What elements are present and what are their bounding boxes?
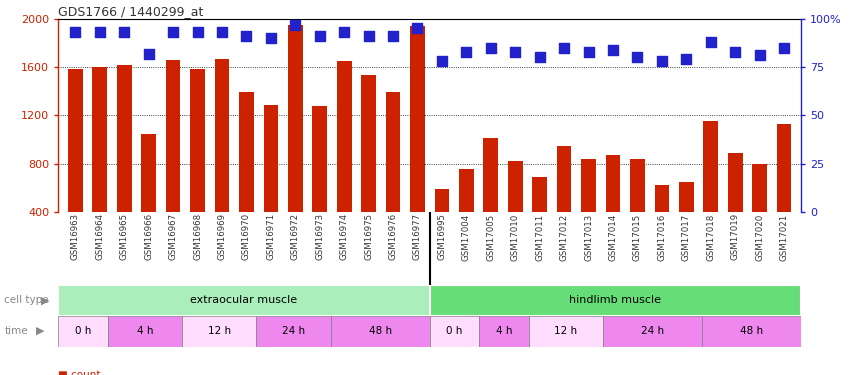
Bar <box>581 159 596 212</box>
Bar <box>430 316 479 346</box>
Bar <box>752 164 767 212</box>
Text: 12 h: 12 h <box>208 326 231 336</box>
Point <box>313 33 327 39</box>
Bar <box>58 316 108 346</box>
Point <box>240 33 253 39</box>
Point <box>68 29 82 35</box>
Point <box>191 29 205 35</box>
Bar <box>166 60 181 212</box>
Bar <box>68 69 83 212</box>
Bar <box>215 58 229 212</box>
Bar <box>556 146 572 212</box>
Text: 0 h: 0 h <box>446 326 462 336</box>
Text: 24 h: 24 h <box>641 326 664 336</box>
Bar <box>410 26 425 212</box>
Text: GDS1766 / 1440299_at: GDS1766 / 1440299_at <box>58 4 204 18</box>
Bar <box>435 189 449 212</box>
Bar <box>386 92 401 212</box>
Point <box>288 21 302 27</box>
Bar <box>288 25 303 212</box>
Point <box>631 54 645 60</box>
Bar <box>776 124 792 212</box>
Bar <box>336 61 352 212</box>
Bar <box>108 316 182 346</box>
Point <box>117 29 131 35</box>
Text: time: time <box>4 326 28 336</box>
Point <box>777 45 791 51</box>
Text: 12 h: 12 h <box>555 326 578 336</box>
Point <box>508 49 522 55</box>
Bar <box>704 121 718 212</box>
Point <box>337 29 351 35</box>
Bar <box>58 285 430 316</box>
Point <box>411 26 425 32</box>
Bar <box>330 316 430 346</box>
Bar <box>630 159 645 212</box>
Point <box>215 29 229 35</box>
Text: 48 h: 48 h <box>740 326 764 336</box>
Point <box>264 35 277 41</box>
Bar <box>529 316 603 346</box>
Point <box>557 45 571 51</box>
Point <box>166 29 180 35</box>
Text: 4 h: 4 h <box>137 326 153 336</box>
Point <box>460 49 473 55</box>
Bar <box>606 155 621 212</box>
Point <box>362 33 376 39</box>
Text: ■ count: ■ count <box>58 370 101 375</box>
Point <box>142 51 156 57</box>
Bar <box>508 160 522 212</box>
Bar <box>182 316 256 346</box>
Point <box>680 56 693 62</box>
Point <box>752 53 766 58</box>
Point <box>606 46 620 53</box>
Bar <box>459 169 473 212</box>
Point <box>582 49 596 55</box>
Bar <box>141 134 156 212</box>
Bar <box>361 75 376 212</box>
Bar <box>430 285 801 316</box>
Bar <box>679 182 693 212</box>
Point <box>532 54 546 60</box>
Text: extraocular muscle: extraocular muscle <box>190 296 298 305</box>
Point <box>484 45 497 51</box>
Bar <box>484 138 498 212</box>
Text: 4 h: 4 h <box>496 326 512 336</box>
Bar <box>92 67 107 212</box>
Bar <box>532 177 547 212</box>
Bar <box>728 153 742 212</box>
Text: ▶: ▶ <box>41 296 50 305</box>
Point <box>435 58 449 64</box>
Text: cell type: cell type <box>4 296 49 305</box>
Text: ▶: ▶ <box>36 326 45 336</box>
Text: 24 h: 24 h <box>282 326 305 336</box>
Bar <box>256 316 330 346</box>
Bar <box>264 105 278 212</box>
Point <box>386 33 400 39</box>
Text: 48 h: 48 h <box>369 326 392 336</box>
Point <box>93 29 107 35</box>
Bar <box>312 106 327 212</box>
Bar <box>239 92 253 212</box>
Bar <box>117 65 132 212</box>
Bar <box>479 316 529 346</box>
Text: hindlimb muscle: hindlimb muscle <box>569 296 662 305</box>
Bar <box>603 316 702 346</box>
Text: 0 h: 0 h <box>74 326 91 336</box>
Bar <box>190 69 205 212</box>
Point <box>655 58 669 64</box>
Point <box>704 39 717 45</box>
Point <box>728 49 742 55</box>
Bar <box>702 316 801 346</box>
Bar <box>655 185 669 212</box>
